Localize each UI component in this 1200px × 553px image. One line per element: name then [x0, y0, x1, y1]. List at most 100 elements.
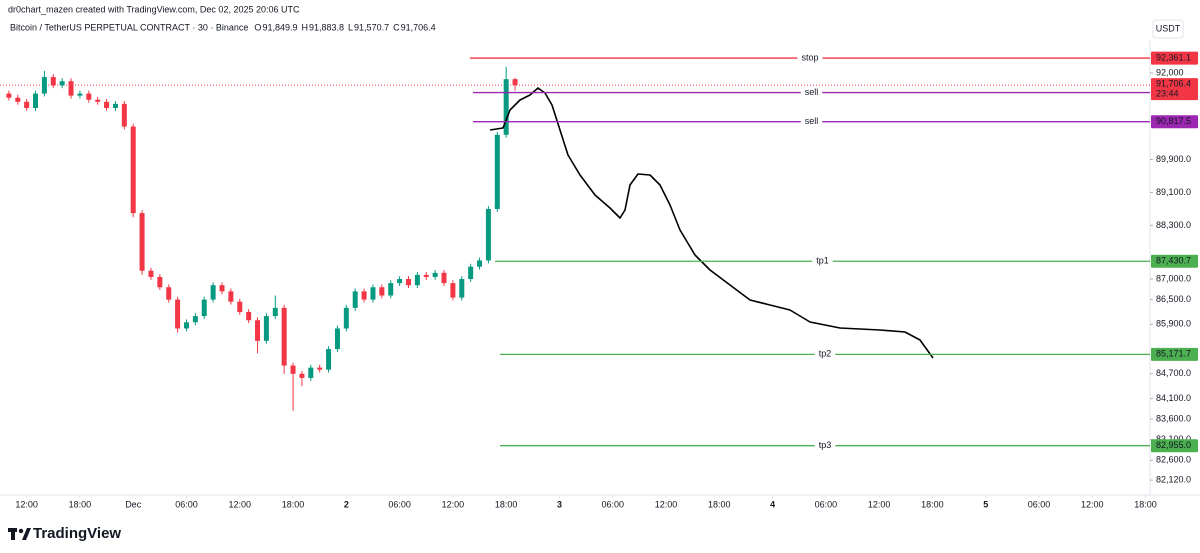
- x-tick-label: Dec: [125, 499, 142, 509]
- currency[interactable]: USDT: [1156, 23, 1181, 33]
- credit: dr0chart_mazen created with TradingView.…: [8, 4, 300, 14]
- level-tag-label: 87,430.7: [1156, 256, 1191, 266]
- candle-body: [41, 77, 47, 94]
- candle-body: [432, 272, 438, 277]
- level-tag-label: 90,817.5: [1156, 116, 1191, 126]
- x-tick-label: 06:00: [175, 499, 198, 509]
- y-tick-label: 87,000.0: [1156, 273, 1191, 283]
- level-tag: [1151, 347, 1198, 361]
- x-tick-label: 18:00: [495, 499, 518, 509]
- candle-body: [317, 367, 323, 370]
- candle-body: [263, 316, 269, 341]
- level-name: tp2: [819, 349, 832, 359]
- candle-body: [139, 213, 145, 271]
- y-tick-label: 83,600.0: [1156, 413, 1191, 423]
- legend-key: L: [348, 22, 353, 32]
- candle-body: [59, 81, 65, 86]
- candle-body: [6, 93, 12, 98]
- x-tick-label: 18:00: [69, 499, 92, 509]
- candle-body: [423, 274, 429, 277]
- y-tick-label: 92,000: [1156, 67, 1184, 77]
- countdown: 23:44: [1156, 88, 1179, 98]
- candle-body: [352, 291, 358, 308]
- candle-body: [246, 311, 252, 321]
- candle-body: [494, 134, 500, 209]
- candle-body: [201, 299, 207, 317]
- candle-body: [112, 103, 118, 108]
- legend-key: C: [393, 22, 400, 32]
- legend-value: 91,849.9: [262, 22, 297, 32]
- level-name: tp3: [819, 440, 832, 450]
- candle-body: [343, 307, 349, 329]
- level-tag-label: 85,171.7: [1156, 349, 1191, 359]
- y-tick-label: 89,900.0: [1156, 154, 1191, 164]
- level-name-bg: [814, 439, 836, 452]
- candle-body: [210, 285, 216, 300]
- candle-body: [68, 81, 74, 96]
- candle-body: [397, 279, 403, 284]
- candle-body: [219, 285, 225, 292]
- y-tick-label: 86,500.0: [1156, 294, 1191, 304]
- candle-body: [255, 320, 261, 341]
- candle-body: [175, 299, 181, 329]
- candle-body: [77, 93, 83, 96]
- logo: [8, 528, 31, 540]
- level-name: stop: [801, 52, 818, 62]
- legend-key: O: [254, 22, 261, 32]
- candle-body: [326, 349, 332, 370]
- candle-body: [15, 97, 21, 102]
- x-tick-label: 12:00: [442, 499, 465, 509]
- level-name: sell: [805, 116, 819, 126]
- y-tick-label: 82,600.0: [1156, 455, 1191, 465]
- x-tick-label: 06:00: [388, 499, 411, 509]
- x-tick-label: 5: [983, 499, 988, 509]
- y-tick-label: 83,100.0: [1156, 434, 1191, 444]
- candle-body: [130, 126, 136, 214]
- x-tick-label: 12:00: [15, 499, 38, 509]
- level-name-bg: [800, 115, 823, 128]
- candle-body: [157, 276, 163, 288]
- candle-body: [166, 287, 172, 300]
- candle-body: [50, 77, 56, 86]
- candle-body: [272, 307, 278, 317]
- x-tick-label: 06:00: [815, 499, 838, 509]
- last-price-label: 91,706.4: [1156, 78, 1191, 88]
- legend-key: H: [301, 22, 308, 32]
- level-tag: [1151, 439, 1198, 453]
- candle-body: [33, 93, 39, 108]
- x-tick-label: 06:00: [601, 499, 624, 509]
- last-price-tag: [1151, 78, 1198, 101]
- candle-body: [503, 79, 509, 135]
- candle-body: [237, 301, 243, 312]
- candle-body: [405, 279, 411, 286]
- candle-body: [299, 373, 305, 378]
- candle-body: [459, 279, 465, 298]
- level-name: sell: [805, 87, 819, 97]
- level-tag: [1151, 51, 1198, 65]
- candle-body: [485, 208, 491, 261]
- candle-body: [388, 283, 394, 296]
- legend-value: 91,706.4: [401, 22, 436, 32]
- candle-body: [450, 283, 456, 298]
- currency-button[interactable]: [1152, 19, 1184, 39]
- candle-body: [308, 367, 314, 378]
- level-tag-label: 92,361.1: [1156, 52, 1191, 62]
- x-tick-label: 3: [557, 499, 562, 509]
- candle-body: [468, 266, 474, 280]
- x-tick-label: 2: [344, 499, 349, 509]
- candle-body: [477, 260, 483, 267]
- candle-body: [192, 316, 198, 323]
- level-tag: [1151, 254, 1198, 268]
- chart-title: Bitcoin / TetherUS PERPETUAL CONTRACT · …: [10, 22, 248, 32]
- candle-body: [148, 270, 154, 277]
- x-tick-label: 06:00: [1028, 499, 1051, 509]
- x-tick-label: 18:00: [708, 499, 731, 509]
- x-tick-label: 12:00: [1081, 499, 1104, 509]
- candle-body: [183, 322, 189, 329]
- level-tag-label: 82,955.0: [1156, 440, 1191, 450]
- candle-body: [379, 287, 385, 296]
- brand: TradingView: [33, 525, 121, 542]
- y-tick-label: 88,300.0: [1156, 220, 1191, 230]
- level-name: tp1: [816, 256, 829, 266]
